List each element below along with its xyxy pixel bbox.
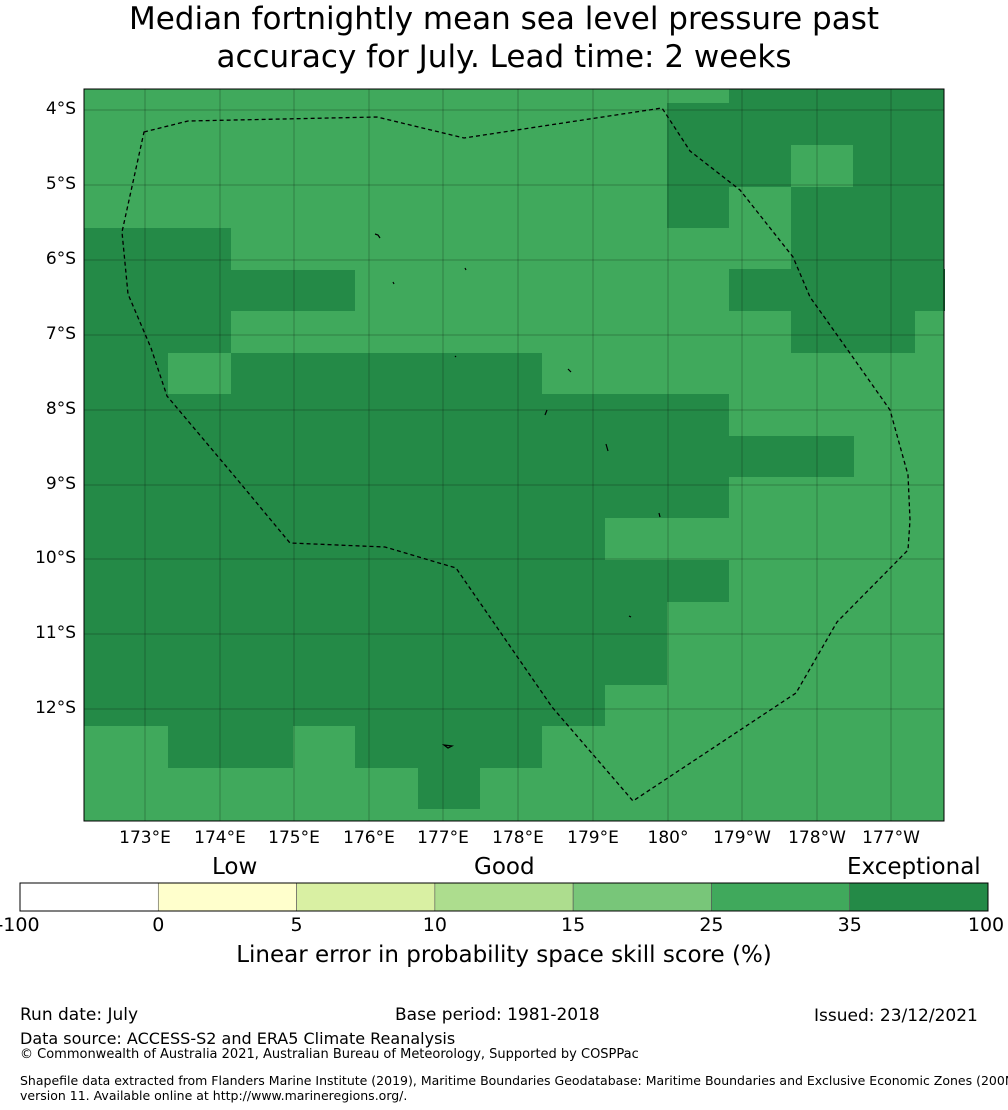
map-gridlines: [84, 89, 944, 821]
colorbar-segment: [711, 882, 851, 912]
colorbar-segment: [19, 882, 159, 912]
colorbar-tick-label: 5: [290, 914, 303, 936]
longitude-label: 177°W: [862, 828, 920, 848]
skill-cell: [84, 560, 729, 602]
longitude-label: 174°E: [194, 828, 246, 848]
skill-cell: [84, 477, 729, 518]
longitude-label: 178°E: [492, 828, 544, 848]
eez-boundary: [121, 107, 911, 802]
longitude-label: 176°E: [343, 828, 395, 848]
title-line-2: accuracy for July. Lead time: 2 weeks: [216, 39, 792, 75]
colorbar-header-low: Low: [212, 854, 258, 880]
base-period: Base period: 1981-2018: [395, 1005, 600, 1025]
longitude-label: 180°: [647, 828, 689, 848]
colorbar: [19, 882, 989, 912]
skill-cell: [84, 602, 667, 644]
longitude-label: 177°E: [417, 828, 469, 848]
skill-cell: [355, 726, 542, 768]
colorbar-tick-label: 100: [967, 914, 1005, 936]
latitude-label: 5°S: [45, 174, 76, 194]
latitude-label: 12°S: [35, 698, 76, 718]
shapefile-credit-line-2: version 11. Available online at http://w…: [20, 1088, 408, 1103]
skill-cell: [729, 103, 791, 187]
latitude-label: 11°S: [35, 623, 76, 643]
colorbar-header-good: Good: [474, 854, 535, 880]
shapefile-credit-line-1: Shapefile data extracted from Flanders M…: [20, 1073, 1008, 1088]
skill-cell: [84, 518, 605, 560]
latitude-label: 8°S: [45, 399, 76, 419]
skill-cell: [729, 269, 945, 311]
latitude-label: 9°S: [45, 474, 76, 494]
copyright-notice: © Commonwealth of Australia 2021, Austra…: [20, 1047, 639, 1062]
skill-cell: [231, 353, 542, 394]
latitude-label: 6°S: [45, 249, 76, 269]
longitude-label: 178°W: [788, 828, 846, 848]
colorbar-tick-label: 15: [561, 914, 586, 936]
skill-cell: [168, 726, 293, 768]
latitude-label: 7°S: [45, 324, 76, 344]
skill-cell: [667, 103, 729, 228]
colorbar-segment: [849, 882, 989, 912]
colorbar-header-exceptional: Exceptional: [847, 854, 981, 880]
colorbar-segment: [572, 882, 712, 912]
skill-cell: [84, 436, 854, 477]
skill-cell: [791, 187, 944, 270]
data-source: Data source: ACCESS-S2 and ERA5 Climate …: [20, 1029, 456, 1048]
colorbar-tick-label: 25: [699, 914, 724, 936]
colorbar-segment: [157, 882, 297, 912]
colorbar-tick-label: 0: [152, 914, 165, 936]
colorbar-tick-label: 10: [422, 914, 447, 936]
latitude-label: 4°S: [45, 99, 76, 119]
map-title: Median fortnightly mean sea level pressu…: [0, 0, 1008, 76]
skill-cell: [84, 228, 231, 270]
map-frame: [83, 88, 945, 822]
colorbar-label: Linear error in probability space skill …: [236, 942, 772, 968]
colorbar-frame: [19, 882, 989, 912]
skill-cell: [84, 353, 168, 394]
skill-cell: [84, 394, 729, 436]
longitude-label: 179°W: [713, 828, 771, 848]
skill-cell: [418, 768, 480, 809]
longitude-label: 179°E: [567, 828, 619, 848]
colorbar-segment: [434, 882, 574, 912]
skill-cell: [84, 685, 605, 726]
run-date: Run date: July: [20, 1005, 139, 1025]
skill-cell: [84, 311, 231, 353]
latitude-label: 10°S: [35, 548, 76, 568]
skill-cell: [667, 89, 729, 103]
longitude-label: 175°E: [268, 828, 320, 848]
island-outlines: [374, 233, 661, 749]
skill-cell: [84, 270, 355, 311]
longitude-label: 173°E: [119, 828, 171, 848]
colorbar-tick-label: 35: [837, 914, 862, 936]
skill-cell: [791, 311, 915, 353]
colorbar-tick-label: -100: [0, 914, 40, 936]
skill-cell: [84, 644, 667, 685]
colorbar-segment: [296, 882, 436, 912]
issued-date: Issued: 23/12/2021: [814, 1006, 978, 1026]
skill-score-grid: [84, 89, 945, 821]
title-line-1: Median fortnightly mean sea level pressu…: [128, 1, 880, 37]
skill-cell: [853, 145, 944, 187]
